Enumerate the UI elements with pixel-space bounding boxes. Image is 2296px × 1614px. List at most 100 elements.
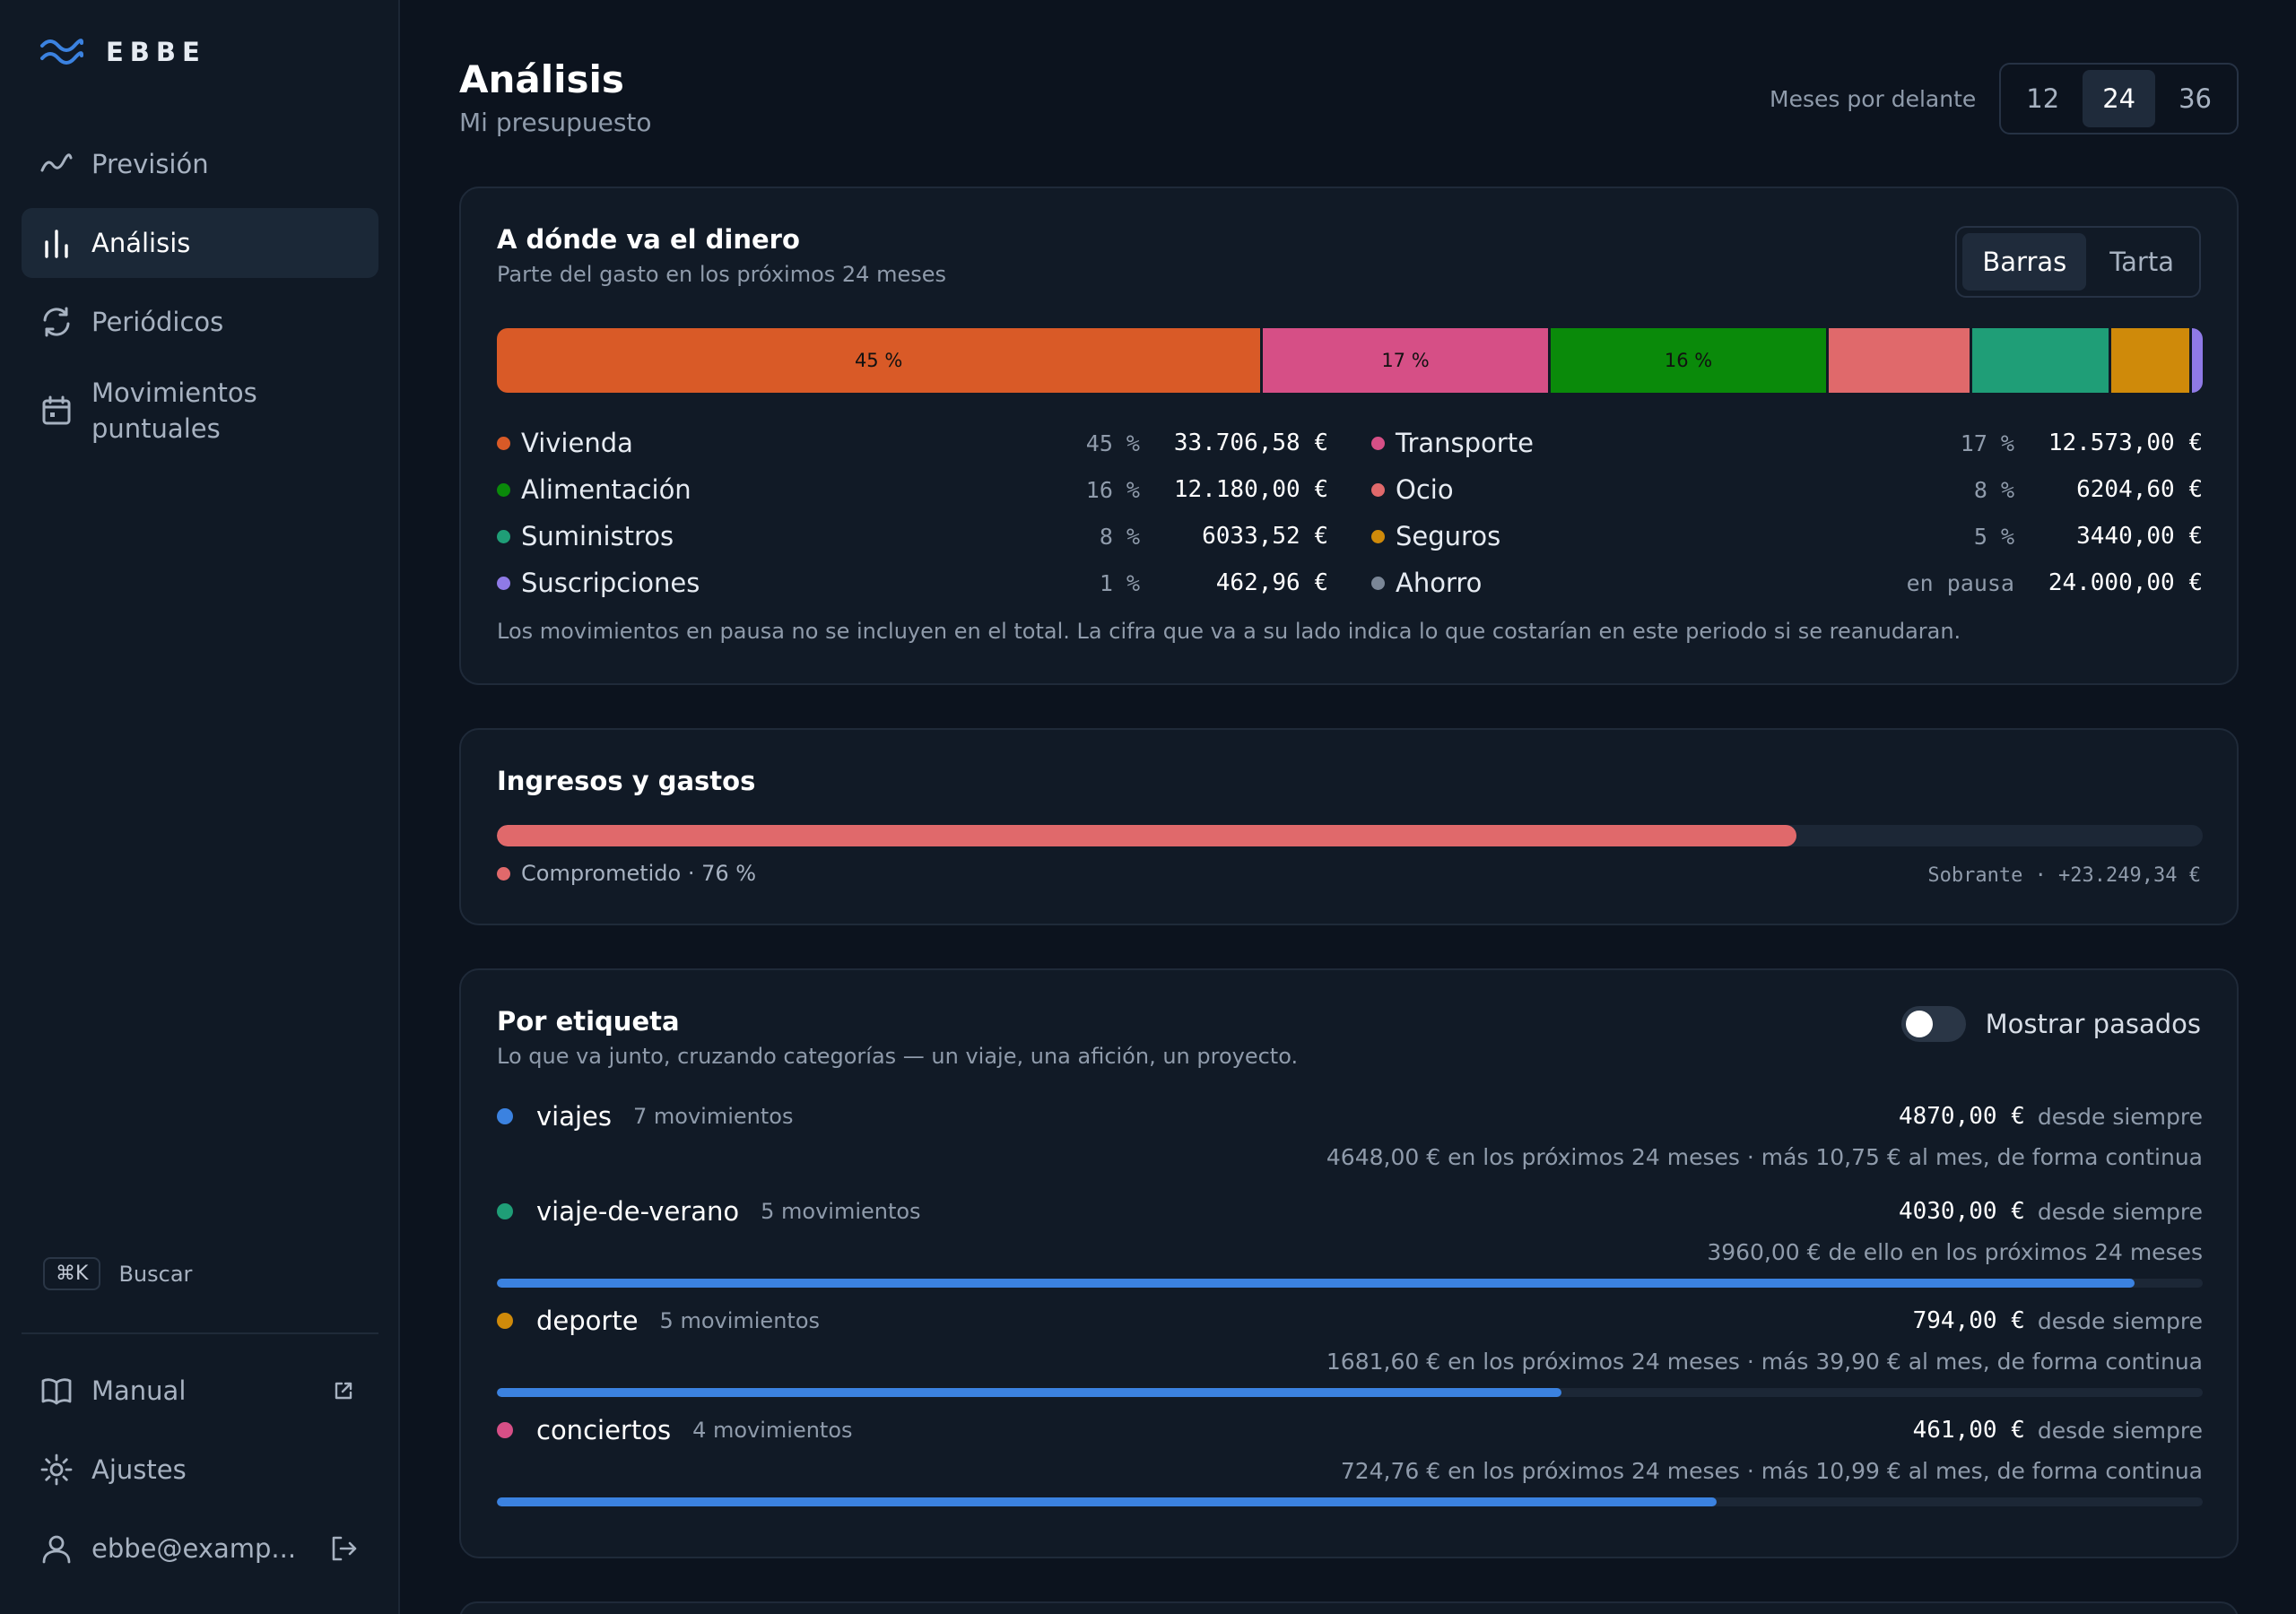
bar-segment-label: 45 % <box>854 350 903 371</box>
legend-category: Transporte <box>1396 428 1534 458</box>
spending-legend: Vivienda 45 % 33.706,58 € Transporte 17 % 12.… <box>497 420 2203 606</box>
legend-amount: 24.000,00 € <box>2048 569 2203 596</box>
sun-settings-icon <box>39 1453 74 1487</box>
legend-category: Ocio <box>1396 474 1454 505</box>
legend-item[interactable]: Seguros 5 % 3440,00 € <box>1371 513 2203 560</box>
legend-item[interactable]: Ocio 8 % 6204,60 € <box>1371 466 2203 513</box>
bar-segment-suministros[interactable] <box>1972 328 2112 393</box>
tag-count: 5 movimientos <box>659 1308 820 1333</box>
tag-item[interactable]: viaje-de-verano 5 movimientos 4030,00 € des… <box>497 1191 2203 1288</box>
legend-percent: 8 % <box>1099 523 1140 550</box>
show-past-toggle[interactable]: Mostrar pasados <box>1900 1006 2201 1042</box>
nav-item-label: Manual <box>91 1375 187 1406</box>
main-nav: Previsión Análisis Periódicos Movimiento… <box>22 129 378 464</box>
legend-item[interactable]: Transporte 17 % 12.573,00 € <box>1371 420 2203 466</box>
calendar-icon <box>39 394 74 428</box>
legend-percent: 8 % <box>1973 476 2014 503</box>
bar-segment-seguros[interactable] <box>2111 328 2193 393</box>
bar-segment-alimentación[interactable]: 16 % <box>1550 328 1830 393</box>
tag-name: viaje-de-verano <box>536 1196 740 1227</box>
page-subtitle: Mi presupuesto <box>459 108 652 137</box>
committed-bar <box>497 825 2203 846</box>
tag-name: viajes <box>536 1101 612 1132</box>
months-option-24[interactable]: 24 <box>2083 70 2156 127</box>
tag-color-dot <box>497 1203 513 1219</box>
sidebar: EBBE Previsión Análisis Periódicos Movim… <box>0 0 400 1614</box>
search-label: Buscar <box>118 1261 193 1287</box>
refresh-icon <box>39 305 74 339</box>
tag-header: viajes 7 movimientos 4870,00 € desde siempr… <box>497 1096 2203 1137</box>
tag-name: conciertos <box>536 1415 672 1445</box>
months-option-12[interactable]: 12 <box>2026 83 2060 114</box>
search-shortcut[interactable]: ⌘K Buscar <box>43 1257 192 1290</box>
legend-item[interactable]: Alimentación 16 % 12.180,00 € <box>497 466 1328 513</box>
show-past-label: Mostrar pasados <box>1985 1009 2201 1039</box>
nav-item-movimientos-puntuales[interactable]: Movimientos puntuales <box>22 366 378 456</box>
bottom-nav: Manual Ajustes ebbe@examp... <box>22 1356 378 1592</box>
legend-category: Vivienda <box>521 428 633 458</box>
view-option-barras[interactable]: Barras <box>1962 233 2087 291</box>
months-option-36[interactable]: 36 <box>2179 83 2212 114</box>
wave-logo-icon <box>40 39 84 65</box>
legend-amount: 3440,00 € <box>2076 523 2203 550</box>
tag-header: conciertos 4 movimientos 461,00 € desde sie… <box>497 1410 2203 1451</box>
nav-item-user[interactable]: ebbe@examp... <box>22 1514 378 1584</box>
trend-line-icon <box>39 147 74 181</box>
bar-segment-label: 17 % <box>1381 350 1430 371</box>
legend-percent: en pausa <box>1906 569 2014 596</box>
tag-progress-bar <box>497 1279 2203 1288</box>
tag-header: deporte 5 movimientos 794,00 € desde siempr… <box>497 1300 2203 1341</box>
tag-color-dot <box>497 1313 513 1329</box>
view-option-tarta[interactable]: Tarta <box>2109 247 2174 277</box>
nav-item-prevision[interactable]: Previsión <box>22 129 378 199</box>
book-icon <box>39 1374 74 1408</box>
tag-item[interactable]: conciertos 4 movimientos 461,00 € desde sie… <box>497 1410 2203 1506</box>
legend-item[interactable]: Ahorro en pausa 24.000,00 € <box>1371 560 2203 606</box>
tag-name: deporte <box>536 1306 639 1336</box>
legend-item[interactable]: Suministros 8 % 6033,52 € <box>497 513 1328 560</box>
legend-dot <box>497 436 510 450</box>
tag-color-dot <box>497 1422 513 1438</box>
tag-count: 7 movimientos <box>633 1104 794 1129</box>
tag-detail: 3960,00 € de ello en los próximos 24 mes… <box>1707 1239 2203 1265</box>
toggle-switch[interactable] <box>1900 1006 1966 1042</box>
months-segmented-control: 12 24 36 <box>1999 63 2239 134</box>
external-link-icon <box>326 1374 361 1408</box>
bar-segment-transporte[interactable]: 17 % <box>1263 328 1551 393</box>
paused-note: Los movimientos en pausa no se incluyen … <box>497 619 1961 644</box>
legend-item[interactable]: Suscripciones 1 % 462,96 € <box>497 560 1328 606</box>
tag-detail: 1681,60 € en los próximos 24 meses · más… <box>1326 1349 2203 1375</box>
spending-card: A dónde va el dinero Parte del gasto en … <box>459 187 2239 685</box>
tag-item[interactable]: deporte 5 movimientos 794,00 € desde siempr… <box>497 1300 2203 1397</box>
logout-icon[interactable] <box>326 1532 361 1566</box>
committed-legend: Comprometido · 76 % <box>497 861 756 886</box>
legend-dot <box>1371 436 1385 450</box>
legend-dot <box>1371 529 1385 543</box>
page-title: Análisis <box>459 57 624 101</box>
user-email: ebbe@examp... <box>91 1533 297 1564</box>
legend-category: Ahorro <box>1396 568 1483 598</box>
legend-amount: 33.706,58 € <box>1173 430 1328 456</box>
nav-item-analisis[interactable]: Análisis <box>22 208 378 278</box>
toggle-knob <box>1905 1011 1933 1037</box>
legend-amount: 462,96 € <box>1215 569 1328 596</box>
tag-item[interactable]: viajes 7 movimientos 4870,00 € desde siempr… <box>497 1096 2203 1191</box>
bar-segment-vivienda[interactable]: 45 % <box>497 328 1264 393</box>
tag-total: 461,00 € <box>1912 1417 2025 1444</box>
legend-amount: 6033,52 € <box>1202 523 1328 550</box>
tag-detail: 724,76 € en los próximos 24 meses · más … <box>1340 1458 2203 1484</box>
nav-item-manual[interactable]: Manual <box>22 1356 378 1426</box>
bar-segment-suscripciones[interactable] <box>2192 328 2203 393</box>
bar-segment-ocio[interactable] <box>1829 328 1973 393</box>
legend-dot <box>1371 482 1385 497</box>
brand[interactable]: EBBE <box>39 32 206 72</box>
months-ahead-label: Meses por delante <box>1770 85 1977 112</box>
legend-amount: 6204,60 € <box>2076 476 2203 503</box>
next-card <box>459 1601 2239 1614</box>
nav-item-periodicos[interactable]: Periódicos <box>22 287 378 357</box>
nav-item-ajustes[interactable]: Ajustes <box>22 1435 378 1505</box>
nav-item-label: Periódicos <box>91 307 224 337</box>
legend-category: Suministros <box>521 521 674 551</box>
bar-chart-icon <box>39 226 74 260</box>
legend-item[interactable]: Vivienda 45 % 33.706,58 € <box>497 420 1328 466</box>
